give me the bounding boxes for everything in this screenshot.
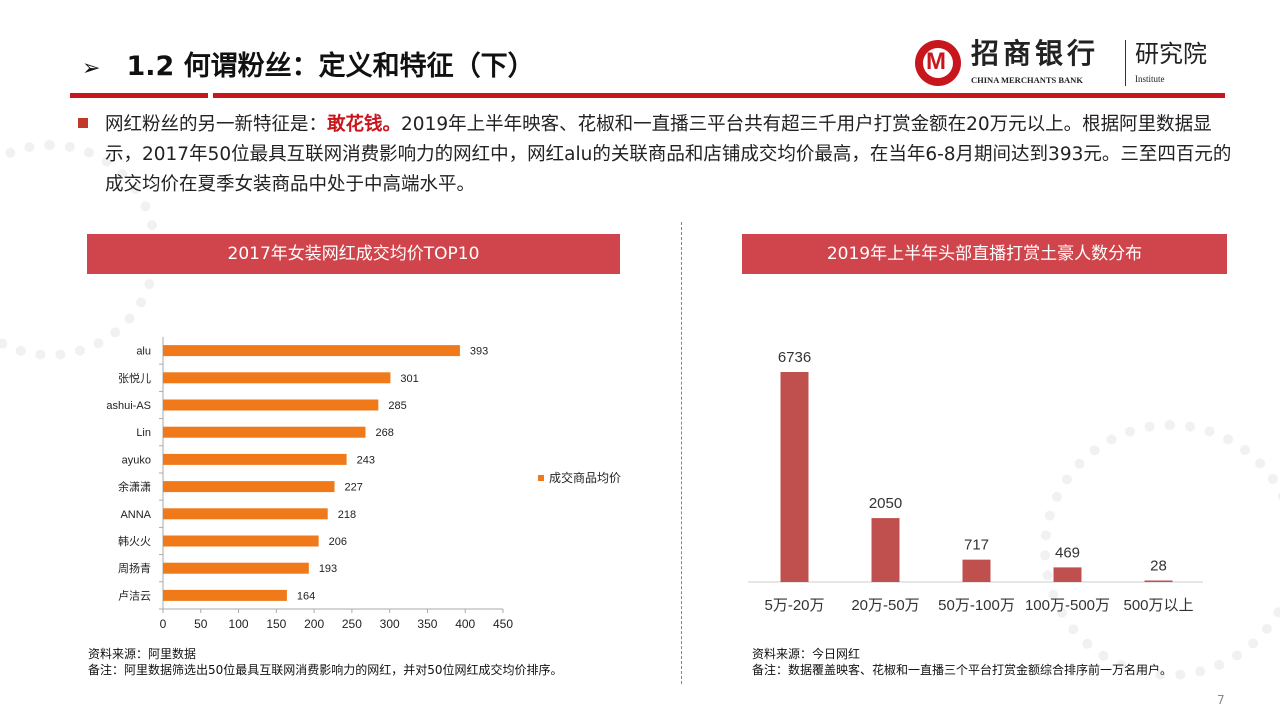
category-label: 20万-50万 xyxy=(851,597,919,614)
para-highlight: 敢花钱。 xyxy=(327,114,402,135)
x-tick-label: 450 xyxy=(493,617,513,631)
cmb-logo-icon xyxy=(915,40,961,86)
category-label: 卢洁云 xyxy=(118,589,151,602)
data-label: 193 xyxy=(319,563,337,575)
logo-cn: 招商银行 xyxy=(971,37,1100,70)
left-chart-title: 2017年女装网红成交均价TOP10 xyxy=(87,234,620,274)
category-label: 5万-20万 xyxy=(764,597,824,614)
right-chart-title: 2019年上半年头部直播打赏土豪人数分布 xyxy=(742,234,1227,274)
category-label: ANNA xyxy=(120,509,151,521)
bar xyxy=(163,345,460,357)
dashed-divider xyxy=(681,222,682,684)
x-tick-label: 100 xyxy=(229,617,249,631)
data-label: 218 xyxy=(338,509,356,521)
logo-en: CHINA MERCHANTS BANK xyxy=(971,75,1083,85)
data-label: 393 xyxy=(470,346,488,358)
right-source: 资料来源：今日网红 xyxy=(752,647,861,661)
bar xyxy=(962,559,991,582)
logo-divider xyxy=(1125,40,1126,86)
bar xyxy=(163,535,319,547)
right-bar-chart: 6736 5万-20万 2050 20万-50万 717 50万-100万 469 100万-… xyxy=(748,349,1203,614)
body-paragraph: 网红粉丝的另一新特征是：敢花钱。2019年上半年映客、花椒和一直播三平台共有超三… xyxy=(105,110,1235,200)
bar xyxy=(871,518,900,582)
bar xyxy=(163,453,347,465)
x-tick-label: 200 xyxy=(304,617,324,631)
legend-swatch xyxy=(538,475,544,481)
right-chart-notes: 资料来源：今日网红 备注：数据覆盖映客、花椒和一直播三个平台打赏金额综合排序前一… xyxy=(752,646,1172,678)
category-label: ashui-AS xyxy=(106,400,151,412)
left-source: 资料来源：阿里数据 xyxy=(88,647,197,661)
category-label: alu xyxy=(136,346,151,358)
data-label: 301 xyxy=(400,373,418,385)
bar xyxy=(163,508,328,520)
x-tick-label: 300 xyxy=(380,617,400,631)
category-label: 韩火火 xyxy=(118,534,151,548)
data-label: 243 xyxy=(357,454,375,466)
data-label: 285 xyxy=(388,400,406,412)
page-number: 7 xyxy=(1217,693,1225,707)
x-tick-label: 250 xyxy=(342,617,362,631)
bar xyxy=(163,562,309,574)
category-label: ayuko xyxy=(122,454,151,466)
legend-label: 成交商品均价 xyxy=(549,470,621,485)
category-label: 周扬青 xyxy=(118,561,151,575)
data-label: 6736 xyxy=(778,349,811,366)
left-note: 备注：阿里数据筛选出50位最具互联网消费影响力的网红，并对50位网红成交均价排序… xyxy=(88,663,563,677)
category-label: 50万-100万 xyxy=(938,597,1015,614)
header-rule xyxy=(70,93,208,98)
bar xyxy=(163,372,391,384)
data-label: 469 xyxy=(1055,544,1080,561)
left-bar-chart: 0 50 100 150 200 250 300 350 400 450 alu 393 张悦儿 301 a… xyxy=(106,337,621,631)
header-rule xyxy=(213,93,1225,98)
category-label: 余潇潇 xyxy=(118,480,151,494)
x-tick-label: 0 xyxy=(160,617,167,631)
square-bullet-icon xyxy=(78,118,88,128)
category-label: 500万以上 xyxy=(1123,597,1193,614)
para-lead: 网红粉丝的另一新特征是： xyxy=(105,114,328,135)
page-title: ➢ 1.2 何谓粉丝：定义和特征（下） xyxy=(82,44,535,83)
bar xyxy=(1144,580,1173,582)
right-note: 备注：数据覆盖映客、花椒和一直播三个平台打赏金额综合排序前一万名用户。 xyxy=(752,663,1173,677)
left-chart-notes: 资料来源：阿里数据 备注：阿里数据筛选出50位最具互联网消费影响力的网红，并对5… xyxy=(88,646,563,678)
data-label: 206 xyxy=(329,536,347,548)
x-tick-label: 350 xyxy=(417,617,437,631)
data-label: 268 xyxy=(375,427,393,439)
arrow-bullet-icon: ➢ xyxy=(82,56,101,81)
bar xyxy=(163,589,287,601)
data-label: 227 xyxy=(345,482,363,494)
category-label: 张悦儿 xyxy=(118,371,151,385)
logo-institute-cn: 研究院 xyxy=(1135,40,1207,68)
x-tick-label: 150 xyxy=(266,617,286,631)
x-tick-label: 400 xyxy=(455,617,475,631)
x-tick-label: 50 xyxy=(194,617,208,631)
data-label: 717 xyxy=(964,537,989,554)
page-title-text: 1.2 何谓粉丝：定义和特征（下） xyxy=(126,51,535,82)
cmb-logo-mark: M xyxy=(926,48,946,75)
bar xyxy=(163,481,335,493)
data-label: 164 xyxy=(297,590,315,602)
category-label: 100万-500万 xyxy=(1025,597,1110,614)
para-rest: 2019年上半年映客、花椒和一直播三平台共有超三千用户打赏金额在20万元以上。根… xyxy=(105,114,1232,195)
category-label: Lin xyxy=(136,427,151,439)
data-label: 28 xyxy=(1150,558,1167,575)
data-label: 2050 xyxy=(869,495,902,512)
decorative-watermark xyxy=(1040,420,1280,680)
bar xyxy=(780,372,809,582)
cmb-logo: M 招商银行 CHINA MERCHANTS BANK 研究院 Institut… xyxy=(915,38,1225,88)
bar xyxy=(1053,567,1082,582)
bar xyxy=(163,399,379,411)
bar xyxy=(163,426,366,438)
logo-institute-en: Institute xyxy=(1135,74,1165,84)
